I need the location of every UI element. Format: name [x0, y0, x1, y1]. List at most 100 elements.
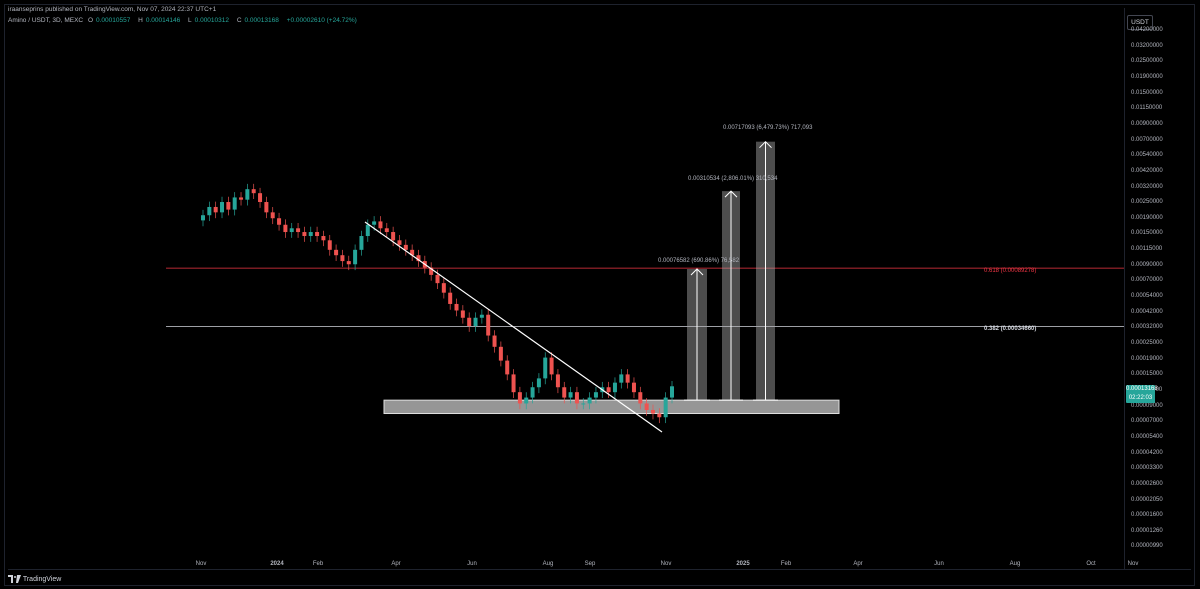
candle-body: [283, 224, 288, 233]
y-tick-label: 0.01150000: [1131, 105, 1163, 112]
candle-body: [277, 218, 282, 225]
x-tick-label: Apr: [391, 561, 401, 567]
y-tick-label: 0.00002050: [1131, 496, 1163, 503]
candle-body: [454, 303, 459, 311]
y-tick-label: 0.00700000: [1131, 136, 1163, 143]
x-tick-label: Nov: [1127, 561, 1139, 567]
change-value: +0.00002610 (+24.72%): [286, 17, 357, 24]
projection-arrow-head: [690, 268, 704, 276]
candle-body: [353, 249, 358, 265]
candle-body: [334, 249, 339, 256]
candle-body: [638, 392, 643, 404]
candle-body: [606, 387, 611, 393]
projection-label-3: 0.00717093 (6,479.73%) 717,093: [723, 125, 813, 131]
candle-body: [517, 392, 522, 404]
candle-body: [460, 310, 465, 318]
candle-body: [644, 403, 649, 410]
candle-body: [308, 232, 313, 237]
candle-body: [587, 397, 592, 404]
y-tick-label: 0.00025000: [1131, 340, 1163, 346]
candle-body: [663, 397, 668, 418]
candle-body: [612, 382, 617, 393]
candle-body: [346, 261, 351, 265]
candle-body: [340, 255, 345, 262]
x-tick-label: Apr: [853, 561, 863, 567]
candle-body: [492, 335, 497, 347]
price-axis-divider: [1124, 8, 1125, 570]
y-tick-label: 0.00900000: [1131, 120, 1163, 127]
candle-body: [555, 374, 560, 388]
candle-body: [650, 409, 655, 414]
candle-body: [473, 317, 478, 327]
candle-body: [296, 228, 301, 233]
candle-body: [593, 392, 598, 398]
brand-label: TradingView: [22, 575, 62, 583]
candle-body: [574, 392, 579, 404]
projection-label-1: 0.00076582 (690.86%) 76,582: [658, 258, 740, 264]
candle-body: [397, 240, 402, 245]
candle-body: [568, 392, 573, 398]
y-tick-label: 0.00070000: [1131, 277, 1163, 284]
fib-618-label: 0.618 (0.00089278): [984, 268, 1037, 274]
candle-body: [657, 413, 662, 418]
y-tick-label: 0.00019000: [1131, 355, 1163, 362]
y-tick-label: 0.00001600: [1131, 512, 1163, 519]
high-value: H 0.00014146: [138, 17, 181, 24]
candle-body: [251, 189, 256, 194]
candle-body: [448, 292, 453, 304]
y-tick-label: 0.02500000: [1131, 58, 1163, 65]
last-price-badge: 0.00013168 02:22:03: [1126, 385, 1158, 403]
y-tick-label: 0.00001260: [1131, 527, 1163, 534]
x-tick-label: Feb: [312, 561, 324, 567]
x-tick-label: Oct: [1086, 561, 1096, 567]
y-tick-label: 0.00420000: [1131, 167, 1163, 174]
bar-countdown: 02:22:03: [1128, 395, 1153, 401]
y-tick-label: 0.00090000: [1131, 261, 1163, 268]
candle-body: [549, 357, 554, 375]
x-tick-label: Jun: [467, 561, 477, 567]
candle-body: [530, 387, 535, 398]
low-value: L 0.00010312: [188, 17, 229, 24]
candle-body: [670, 386, 674, 398]
candle-body: [378, 221, 383, 229]
y-tick-label: 0.00032000: [1131, 324, 1163, 331]
candle-body: [536, 378, 541, 388]
candle-body: [359, 236, 364, 250]
x-tick-label: Nov: [660, 561, 672, 567]
candle-body: [327, 240, 332, 250]
close-value: C 0.00013168: [236, 17, 279, 24]
publisher-line: iraanseprins published on TradingView.co…: [8, 6, 217, 13]
candle-body: [486, 314, 491, 336]
support-zone: [383, 399, 840, 415]
y-tick-label: 0.00054000: [1131, 293, 1163, 300]
candle-body: [232, 197, 237, 210]
projection-label-2: 0.00310534 (2,806.01%) 310,534: [688, 176, 778, 182]
candle-body: [435, 274, 440, 284]
time-axis-divider: [8, 569, 1191, 570]
x-tick-label: Aug: [1009, 561, 1021, 567]
candle-body: [213, 206, 218, 213]
candle-body: [498, 346, 503, 361]
candle-body: [321, 236, 326, 241]
currency-button[interactable]: USDT: [1127, 15, 1153, 30]
candle-body: [410, 249, 415, 256]
candle-body: [416, 255, 421, 262]
symbol-label[interactable]: Amino / USDT, 3D, MEXC: [8, 17, 84, 24]
candle-body: [365, 224, 370, 237]
y-tick-label: 0.00009000: [1131, 402, 1163, 409]
y-tick-label: 0.01500000: [1131, 89, 1163, 96]
ohlc-legend[interactable]: Amino / USDT, 3D, MEXC O 0.00010557 H 0.00…: [8, 17, 360, 24]
x-tick-label: Feb: [780, 561, 792, 567]
candle-body: [625, 374, 630, 383]
y-tick-label: 0.03200000: [1131, 42, 1163, 49]
tradingview-logo[interactable]: TradingView: [8, 575, 61, 583]
candle-body: [391, 232, 396, 241]
y-tick-label: 0.00000990: [1131, 543, 1163, 550]
tradingview-logo-icon: [8, 575, 21, 583]
y-tick-label: 0.00005400: [1131, 433, 1163, 440]
x-tick-label: Aug: [542, 561, 554, 567]
projection-arrow-head: [759, 140, 772, 149]
candle-body: [220, 202, 225, 213]
candle-body: [239, 197, 244, 200]
